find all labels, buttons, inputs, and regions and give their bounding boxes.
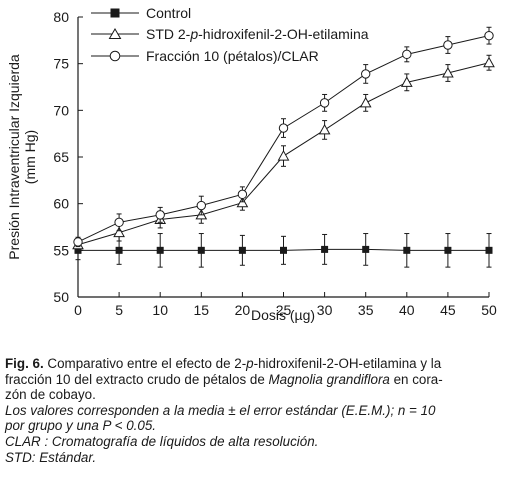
data-point-circle [73,237,83,247]
data-point-square [197,246,205,254]
caption-line-5: por grupo y una P < 0.05. [5,418,156,434]
series-fraccion [73,26,494,248]
y-tick-label: 55 [53,242,69,258]
caption-line-4: Los valores corresponden a la media ± el… [5,402,436,418]
legend-marker-triangle [108,28,122,39]
y-tick-label: 75 [53,56,69,72]
y-axis-label-line2: (mm Hg) [22,130,38,184]
data-point-triangle [400,76,413,87]
data-point-circle [319,98,330,108]
caption-species-name: Magnolia grandiflora [268,371,390,387]
data-point-triangle [359,96,372,108]
x-tick-label: 45 [440,302,456,318]
y-tick-label: 80 [53,9,69,25]
y-tick-label: 50 [53,289,69,305]
x-tick-label: 5 [115,302,123,318]
caption-line-1: Fig. 6. Comparativo entre el efecto de 2… [5,356,442,371]
legend-marker-circle [109,50,121,62]
caption-line-2: fracción 10 del extracto crudo de pétalo… [5,371,443,387]
y-tick-label: 70 [53,102,69,118]
data-point-triangle [277,150,290,161]
line-chart: 0 5 10 15 20 25 30 35 40 45 50 50 55 60 65 70 75 80 Dosi… [6,5,497,323]
y-axis-ticks: 50 55 60 65 70 75 80 [53,9,83,305]
x-tick-label: 35 [358,302,374,318]
x-tick-label: 20 [235,302,251,318]
chart-axes: 0 5 10 15 20 25 30 35 40 45 50 50 55 60 65 70 75 80 [53,9,497,318]
caption-line-6: CLAR : Cromatografía de líquidos de alta… [5,433,319,449]
y-tick-label: 65 [53,149,69,165]
y-tick-label: 60 [53,196,69,212]
data-point-square [156,246,164,254]
data-point-square [238,246,246,254]
data-point-square [115,246,123,254]
data-point-circle [402,49,412,60]
caption-line-7: STD: Estándar. [5,449,97,465]
x-tick-label: 0 [74,302,82,318]
x-axis-label: Dosis (µg) [251,307,315,323]
legend-label-fraccion: Fracción 10 (pétalos)/CLAR [146,48,319,64]
series-line-fraccion [77,35,490,243]
data-point-square [485,246,493,254]
x-tick-label: 10 [152,302,168,318]
figure-caption: Fig. 6. Comparativo entre el efecto de 2… [5,356,500,465]
data-point-triangle [113,226,125,238]
x-tick-label: 50 [481,302,497,318]
data-point-circle [443,40,453,50]
legend-marker-square [110,8,120,18]
legend-label-control: Control [146,5,191,21]
data-point-circle [196,200,207,211]
data-point-square [444,246,452,254]
data-point-triangle [442,66,454,78]
caption-line-3: zón de cobayo. [5,387,96,403]
data-point-triangle [318,123,331,135]
series-std [72,54,495,251]
data-point-square [280,246,287,254]
x-tick-label: 30 [317,302,333,318]
x-axis-ticks: 0 5 10 15 20 25 30 35 40 45 50 [74,292,497,318]
legend-label-std: STD 2-p-hidroxifenil-2-OH-etilamina [146,26,369,42]
legend: Control STD 2-p-hidroxifenil-2-OH-etilam… [91,5,369,64]
data-point-square [403,246,411,254]
legend-item-std: STD 2-p-hidroxifenil-2-OH-etilamina [91,26,369,42]
legend-item-control: Control [91,5,191,21]
data-point-square [362,245,370,253]
x-tick-label: 40 [399,302,415,318]
data-point-circle [155,210,165,220]
x-tick-label: 25 [276,302,292,318]
data-point-square [321,245,329,253]
data-point-triangle [483,56,495,68]
caption-figure-label: Fig. 6. [5,356,44,371]
y-axis-label-line1: Presión Intraventricular Izquierda [6,54,22,260]
legend-item-fraccion: Fracción 10 (pétalos)/CLAR [91,48,319,64]
x-tick-label: 15 [194,302,210,318]
data-point-circle [114,217,124,228]
data-point-circle [278,123,289,133]
data-point-circle [484,30,494,41]
series-control [74,233,493,268]
data-point-circle [361,69,371,79]
data-point-circle [237,189,248,200]
series-layer [72,26,495,268]
